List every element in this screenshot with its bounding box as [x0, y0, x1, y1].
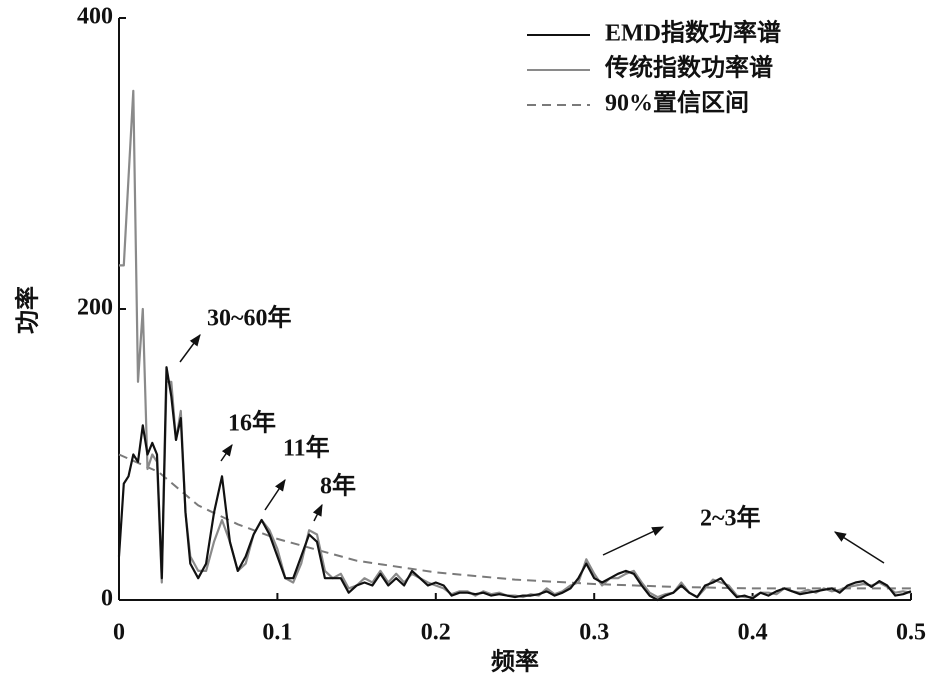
annotation-arrow	[179, 334, 201, 363]
y-axis-label: 功率	[14, 286, 42, 334]
x-tick-label: 0.2	[421, 620, 451, 646]
annotation-arrow	[602, 526, 665, 556]
legend-label: 传统指数功率谱	[604, 54, 773, 82]
annotation-arrow	[264, 479, 286, 511]
series-line	[118, 453, 911, 590]
x-axis-label: 频率	[491, 648, 539, 676]
annotation: 11年	[283, 434, 330, 462]
y-tick-label: 0	[101, 586, 113, 612]
y-tick-label: 400	[77, 4, 113, 30]
series-line	[117, 366, 912, 602]
annotation-arrow	[312, 503, 323, 522]
x-tick-label: 0.1	[262, 620, 292, 646]
x-tick-label: 0.5	[896, 620, 926, 646]
annotation-arrow	[833, 531, 885, 564]
y-tick-label: 200	[77, 295, 113, 321]
x-tick-label: 0	[113, 620, 125, 646]
annotation: 2~3年	[700, 504, 760, 532]
x-tick-label: 0.4	[738, 620, 768, 646]
x-tick-label: 0.3	[579, 620, 609, 646]
annotation: 8年	[320, 472, 356, 500]
annotation-arrow	[220, 444, 233, 462]
legend-label: 90%置信区间	[605, 89, 749, 117]
series-line	[119, 89, 912, 599]
annotation: 30~60年	[207, 304, 291, 332]
legend-label: EMD指数功率谱	[605, 19, 781, 47]
annotation: 16年	[228, 409, 276, 437]
